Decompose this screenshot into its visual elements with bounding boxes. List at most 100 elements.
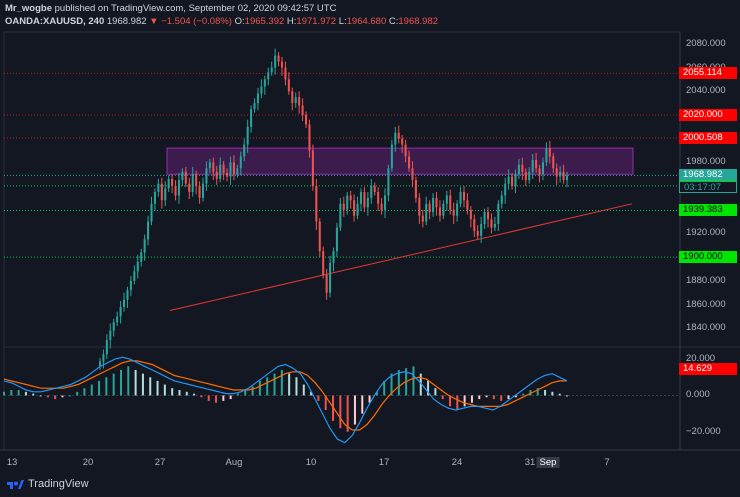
macd-tick-label: 20.000: [686, 353, 716, 365]
macd-tick-label: 0.000: [686, 389, 710, 401]
macd-hist-bar-56: [412, 366, 415, 396]
candle-body-7: [123, 299, 126, 307]
macd-hist-bar-54: [397, 370, 400, 396]
level-badge-1[interactable]: 2020.000: [679, 108, 737, 121]
candle-body-93: [418, 197, 421, 216]
price-tick-label: 2040.000: [686, 85, 726, 97]
level-badge-5[interactable]: 1939.383: [679, 204, 737, 217]
candle-body-13: [143, 239, 146, 253]
candle-body-123: [521, 164, 524, 172]
candle-body-116: [497, 203, 500, 224]
macd-hist-bar-70: [514, 395, 517, 398]
macd-hist-bar-17: [127, 366, 130, 396]
macd-hist-bar-33: [244, 390, 247, 396]
macd-hist-bar-51: [375, 391, 378, 396]
candle-body-58: [298, 97, 301, 106]
candle-body-30: [201, 183, 205, 198]
candle-body-44: [250, 109, 253, 127]
candle-body-9: [129, 280, 132, 291]
candle-body-49: [267, 72, 270, 80]
macd-hist-bar-16: [119, 370, 122, 396]
candle-body-67: [329, 263, 332, 293]
macd-hist-bar-28: [207, 395, 210, 401]
candle-body-96: [428, 203, 431, 213]
candle-body-16: [153, 191, 156, 204]
candle-body-68: [332, 251, 335, 264]
candle-body-56: [291, 91, 294, 104]
symbol-name[interactable]: OANDA:XAUUSD, 240: [5, 16, 105, 27]
macd-hist-bar-8: [61, 395, 64, 398]
candle-body-47: [260, 86, 263, 94]
macd-hist-bar-15: [112, 373, 115, 396]
candle-body-95: [425, 203, 428, 222]
macd-hist-bar-38: [280, 370, 283, 396]
candle-body-69: [335, 227, 338, 252]
price-tick-label: 1920.000: [686, 227, 726, 239]
macd-hist-bar-42: [310, 391, 313, 396]
candle-body-113: [486, 212, 490, 220]
candle-body-131: [548, 148, 551, 157]
candle-body-104: [456, 203, 459, 216]
candle-body-8: [126, 290, 129, 300]
macd-hist-bar-73: [536, 388, 539, 396]
price-tick-label: 1980.000: [686, 156, 726, 168]
candle-body-1: [102, 354, 105, 362]
time-tick-label: 17: [378, 457, 390, 468]
candle-body-32: [208, 162, 211, 169]
candle-body-64: [318, 221, 321, 252]
low-value: 1964.680: [346, 16, 387, 27]
candle-body-74: [353, 200, 356, 216]
candle-body-48: [263, 79, 266, 87]
candle-body-5: [116, 316, 119, 323]
macd-hist-bar-44: [324, 395, 327, 410]
level-badge-6[interactable]: 1900.000: [679, 251, 737, 264]
candle-body-62: [311, 150, 314, 187]
publisher-name[interactable]: Mr_wogbe: [5, 3, 52, 14]
candle-body-34: [215, 171, 218, 179]
candle-body-132: [552, 156, 555, 169]
macd-hist-bar-35: [258, 380, 261, 396]
candle-body-81: [377, 191, 380, 204]
macd-hist-bar-40: [295, 377, 298, 396]
candle-body-117: [500, 195, 503, 204]
macd-hist-bar-62: [456, 395, 459, 410]
macd-hist-bar-13: [98, 380, 101, 396]
candle-body-25: [184, 171, 187, 184]
macd-hist-bar-29: [215, 395, 218, 403]
candle-body-53: [280, 61, 284, 68]
macd-hist-bar-58: [427, 380, 430, 396]
macd-hist-bar-77: [566, 395, 568, 397]
macd-hist-bar-26: [193, 393, 196, 396]
time-tick-label: 20: [82, 457, 94, 468]
macd-hist-bar-24: [178, 390, 181, 396]
candle-body-50: [270, 67, 273, 73]
candle-body-0: [98, 361, 102, 367]
candle-body-4: [112, 322, 115, 331]
time-tick-label: 10: [305, 457, 317, 468]
level-badge-0[interactable]: 2055.114: [679, 67, 737, 80]
candle-body-100: [442, 203, 445, 216]
macd-hist-bar-52: [383, 380, 386, 396]
level-badge-2[interactable]: 2000.508: [679, 132, 737, 145]
candle-body-90: [408, 156, 411, 169]
macd-hist-bar-11: [83, 388, 86, 396]
candle-body-12: [140, 252, 143, 262]
macd-hist-bar-61: [449, 395, 452, 407]
candle-body-127: [535, 159, 538, 169]
candle-body-124: [524, 171, 527, 181]
price-tick-label: 1840.000: [686, 322, 726, 334]
candle-body-43: [246, 126, 249, 145]
tradingview-brand[interactable]: TradingView: [6, 478, 89, 490]
macd-hist-bar-22: [163, 384, 166, 396]
candle-body-85: [390, 144, 393, 169]
level-badge-3[interactable]: 1968.982: [679, 169, 737, 182]
time-tick-label: Sep: [536, 457, 560, 468]
candle-body-112: [483, 212, 486, 224]
candle-body-119: [507, 176, 510, 184]
macd-hist-bar-34: [251, 386, 254, 396]
candle-body-14: [147, 221, 150, 240]
macd-hist-bar-21: [156, 380, 159, 396]
macd-line: [3, 356, 568, 444]
